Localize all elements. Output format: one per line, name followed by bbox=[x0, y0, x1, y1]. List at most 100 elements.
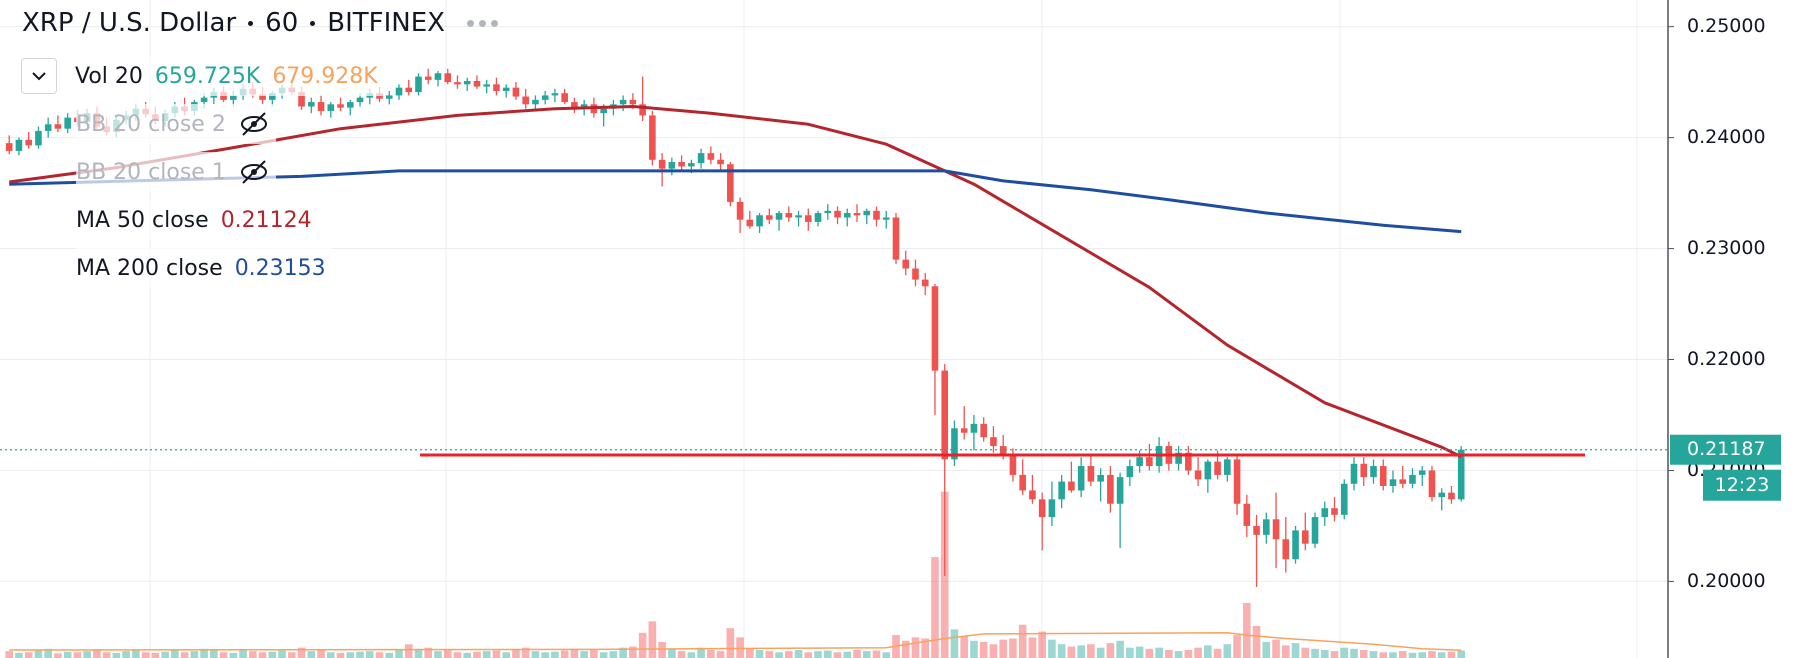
candle-body bbox=[1029, 490, 1036, 500]
candle-body bbox=[736, 201, 744, 220]
symbol: XRP / U.S. Dollar bbox=[22, 8, 237, 38]
volume-bar bbox=[590, 649, 598, 658]
candle-body bbox=[1009, 453, 1017, 475]
ma-line bbox=[9, 105, 1462, 459]
volume-bar bbox=[1165, 649, 1173, 658]
volume-bar bbox=[755, 649, 764, 658]
candle-body bbox=[1233, 459, 1241, 504]
volume-bar bbox=[853, 649, 861, 658]
volume-bar bbox=[960, 636, 969, 658]
price-label-box bbox=[1670, 434, 1781, 465]
volume-bar bbox=[1428, 651, 1436, 658]
candle-body bbox=[1126, 466, 1134, 478]
volume-bar bbox=[15, 652, 23, 658]
volume-bar bbox=[502, 652, 510, 658]
volume-bar bbox=[473, 651, 481, 658]
volume-bar bbox=[34, 649, 43, 658]
candle-body bbox=[200, 97, 208, 103]
volume-bar bbox=[1018, 624, 1027, 658]
volume-bar bbox=[551, 651, 559, 658]
volume-bar bbox=[482, 651, 491, 658]
candle-body bbox=[717, 159, 724, 165]
legend-bb: BB 20 close 2 bbox=[76, 104, 276, 144]
volume-bar bbox=[317, 649, 325, 658]
y-tick-label: 0.25000 bbox=[1687, 15, 1766, 37]
candle-body bbox=[863, 210, 871, 216]
volume-bar bbox=[794, 649, 803, 658]
volume-bar bbox=[814, 651, 822, 658]
candle-body bbox=[668, 162, 676, 169]
volume-bar bbox=[1311, 648, 1319, 658]
candle-body bbox=[405, 87, 413, 93]
volume-bar bbox=[5, 651, 13, 658]
collapse-button[interactable] bbox=[21, 58, 57, 94]
candle-body bbox=[54, 124, 62, 129]
candle-body bbox=[463, 81, 471, 85]
candle-body bbox=[230, 95, 237, 100]
candle-body bbox=[804, 215, 812, 222]
candle-body bbox=[1350, 463, 1358, 484]
series-value: 0.23153 bbox=[234, 255, 326, 281]
volume-bar bbox=[404, 644, 413, 658]
volume-bar bbox=[1106, 643, 1115, 658]
exchange: BITFINEX bbox=[327, 8, 445, 38]
legend-bb: BB 20 close 1 bbox=[76, 152, 276, 192]
more-button[interactable] bbox=[466, 19, 498, 27]
candle-body bbox=[1399, 479, 1407, 484]
candle-body bbox=[1068, 481, 1075, 491]
countdown-box bbox=[1703, 469, 1781, 501]
volume-bar bbox=[297, 647, 306, 658]
candle-body bbox=[337, 104, 344, 108]
volume-bar bbox=[658, 641, 666, 658]
volume-bar bbox=[1009, 638, 1017, 658]
title-bar: XRP / U.S. Dollar 60 BITFINEX bbox=[22, 8, 498, 38]
volume-bar bbox=[258, 652, 267, 658]
volume-bar bbox=[1194, 647, 1202, 658]
volume-bar bbox=[599, 652, 608, 658]
y-tick-label: 0.23000 bbox=[1687, 237, 1766, 259]
volume-bar bbox=[1281, 645, 1290, 658]
candle-body bbox=[970, 423, 978, 433]
chevron-icon bbox=[32, 72, 46, 81]
candle-body bbox=[941, 370, 949, 460]
candle-body bbox=[473, 81, 481, 87]
volume-bar bbox=[1379, 652, 1388, 658]
volume-bar bbox=[1272, 639, 1280, 658]
candle-body bbox=[678, 162, 685, 167]
volume-bar bbox=[843, 651, 852, 658]
candle-body bbox=[649, 115, 656, 160]
volume-bar bbox=[161, 651, 169, 658]
series-name: MA 200 close bbox=[76, 255, 223, 281]
eye-off-icon[interactable] bbox=[238, 158, 270, 186]
volume-bar bbox=[463, 652, 472, 658]
volume-bar bbox=[1457, 650, 1466, 658]
candle-body bbox=[1224, 459, 1231, 475]
y-tick-label: 0.24000 bbox=[1687, 126, 1766, 148]
candle-body bbox=[921, 279, 929, 287]
volume-bar bbox=[716, 651, 725, 658]
candle-body bbox=[44, 124, 52, 131]
candle-body bbox=[1360, 463, 1368, 478]
candle-body bbox=[64, 117, 71, 129]
candle-body bbox=[1292, 530, 1299, 560]
legend-ma: MA 200 close 0.23153 bbox=[76, 248, 332, 288]
candle-body bbox=[317, 102, 325, 111]
candle-body bbox=[707, 153, 715, 160]
volume-ma-value: 679.928K bbox=[272, 63, 378, 89]
volume-bar bbox=[346, 652, 355, 658]
eye-off-icon[interactable] bbox=[238, 110, 270, 138]
volume-bar bbox=[229, 652, 238, 658]
candle-body bbox=[727, 164, 734, 202]
candle-body bbox=[356, 97, 364, 103]
separator bbox=[248, 20, 254, 26]
volume-bar bbox=[979, 641, 988, 658]
volume-bar bbox=[1184, 649, 1193, 658]
volume-bar bbox=[1330, 651, 1339, 658]
candle-body bbox=[843, 213, 851, 218]
candle-body bbox=[327, 104, 335, 111]
candle-body bbox=[785, 213, 793, 218]
volume-bar bbox=[687, 652, 696, 658]
volume-bar bbox=[1096, 647, 1105, 658]
candle-body bbox=[35, 130, 42, 146]
